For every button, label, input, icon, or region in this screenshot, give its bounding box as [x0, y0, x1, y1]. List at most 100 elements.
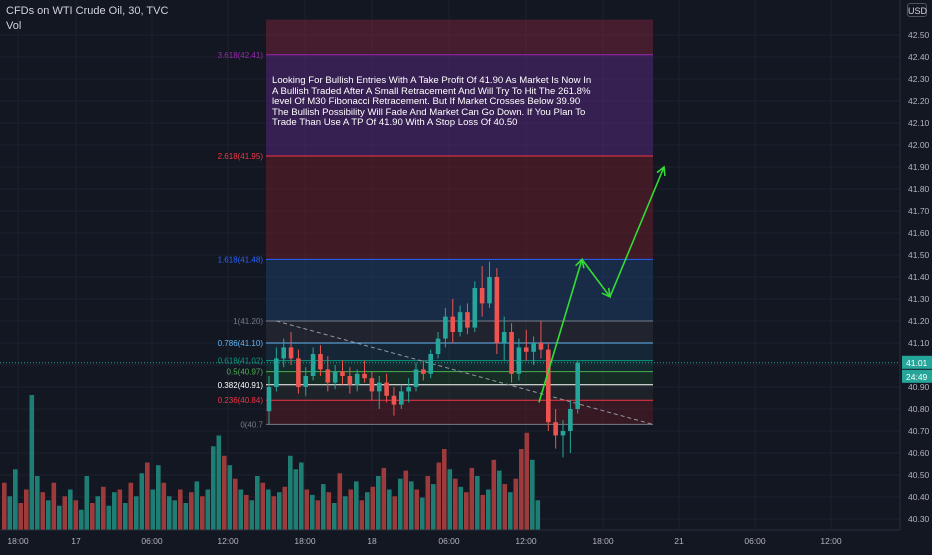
price-tick-label: 40.90: [908, 382, 930, 392]
symbol-title[interactable]: CFDs on WTI Crude Oil, 30, TVC: [6, 5, 169, 17]
time-tick-label: 18:00: [592, 536, 614, 546]
candle-body: [406, 387, 411, 392]
volume-bar: [403, 470, 409, 530]
volume-bar: [392, 496, 398, 530]
projection-segment: [609, 166, 665, 298]
volume-bar: [370, 486, 376, 530]
volume-bar: [332, 503, 337, 530]
volume-bar: [513, 478, 519, 530]
fib-zone: [266, 400, 653, 425]
price-tick-label: 42.10: [908, 118, 930, 128]
time-tick-label: 17: [71, 536, 81, 546]
candle-body: [281, 347, 286, 359]
volume-bar: [145, 462, 150, 530]
volume-bar: [376, 476, 381, 530]
fib-zone: [266, 384, 653, 401]
volume-bar: [46, 500, 51, 530]
volume-bar: [183, 503, 189, 530]
volume-bar: [51, 482, 57, 530]
price-tick-label: 41.50: [908, 250, 930, 260]
price-tick-label: 41.10: [908, 338, 930, 348]
fib-zone: [266, 343, 653, 361]
volume-bar: [519, 449, 524, 530]
time-tick-label: 06:00: [438, 536, 460, 546]
volume-bar: [365, 492, 370, 530]
volume-bar: [79, 509, 84, 530]
volume-bar: [178, 489, 183, 530]
volume-bar: [310, 494, 315, 530]
time-axis[interactable]: 18:00 17 06:00 12:00 18:00 18 06:00 12:00 18:00 2…: [0, 529, 900, 546]
time-tick-label: 12:00: [515, 536, 537, 546]
fib-zone: [266, 54, 653, 156]
time-tick-label: 12:00: [217, 536, 239, 546]
fib-zone: [266, 360, 653, 372]
fib-level-label: 0.618(41.02): [218, 357, 264, 366]
candle-body: [487, 277, 492, 304]
candle-body: [421, 369, 426, 374]
volume-bar: [458, 486, 464, 530]
grid: [0, 0, 900, 530]
volume-bar: [150, 489, 156, 530]
last-price-value: 41.01: [906, 358, 928, 368]
price-tick-label: 41.60: [908, 228, 930, 238]
volume-bar: [134, 496, 139, 530]
volume-bar: [288, 455, 293, 530]
candle-body: [575, 362, 580, 409]
volume-bar: [508, 492, 513, 530]
volume-bar: [464, 492, 469, 530]
arrow-head-icon: [656, 165, 666, 177]
candle-body: [523, 347, 529, 352]
currency-button[interactable]: USD: [907, 3, 927, 17]
volume-bar: [502, 484, 508, 530]
volume-bar: [189, 492, 194, 530]
fib-level-label: 3.618(42.41): [218, 51, 264, 60]
candles: [266, 261, 580, 458]
trade-annotation[interactable]: Looking For Bullish Entries With A Take …: [272, 75, 592, 129]
candle-body: [332, 371, 338, 383]
candle-body: [310, 354, 316, 376]
volume-bar: [453, 478, 458, 530]
volume-bar: [387, 489, 392, 530]
candle-body: [443, 316, 448, 339]
candle-body: [531, 343, 536, 352]
candle-body: [479, 288, 485, 304]
fib-level-label: 0.5(40.97): [227, 368, 264, 377]
volume-bar: [398, 478, 403, 530]
volume-indicator-label[interactable]: Vol: [6, 20, 22, 32]
candle-body: [435, 338, 441, 354]
price-tick-label: 41.90: [908, 162, 930, 172]
fib-level-label: 0.786(41.10): [218, 339, 264, 348]
candle-body: [538, 343, 544, 350]
candle-body: [303, 376, 309, 387]
candle-body: [325, 369, 331, 383]
volume-bar: [167, 496, 172, 530]
price-tick-label: 41.20: [908, 316, 930, 326]
candle-body: [399, 391, 404, 405]
volume-bar: [95, 496, 101, 530]
volume-bar: [227, 465, 233, 530]
fib-level-label: 1.618(41.48): [218, 255, 264, 264]
volume-bar: [293, 469, 299, 530]
candle-body: [391, 395, 397, 405]
candle-body: [362, 373, 367, 379]
volume-bar: [436, 462, 442, 530]
fib-level-label: 0.236(40.84): [218, 396, 264, 405]
time-tick-label: 21: [674, 536, 684, 546]
candle-body: [340, 371, 345, 376]
volume-bar: [194, 481, 200, 530]
candle-body: [546, 349, 551, 423]
volume-bar: [348, 489, 354, 530]
volume-bar: [84, 476, 90, 530]
candle-body: [384, 382, 389, 396]
price-axis[interactable]: 42.50 42.40 42.30 42.20 42.10 42.00 41.90 41.80…: [899, 0, 930, 530]
volume-bar: [524, 432, 530, 530]
candle-body: [465, 312, 470, 328]
price-tick-label: 40.80: [908, 404, 930, 414]
volume-bar: [18, 503, 24, 530]
volume-bar: [260, 482, 266, 530]
volume-bars: [2, 395, 541, 530]
candle-countdown: 24:49: [906, 372, 928, 382]
fib-zone: [266, 156, 653, 260]
